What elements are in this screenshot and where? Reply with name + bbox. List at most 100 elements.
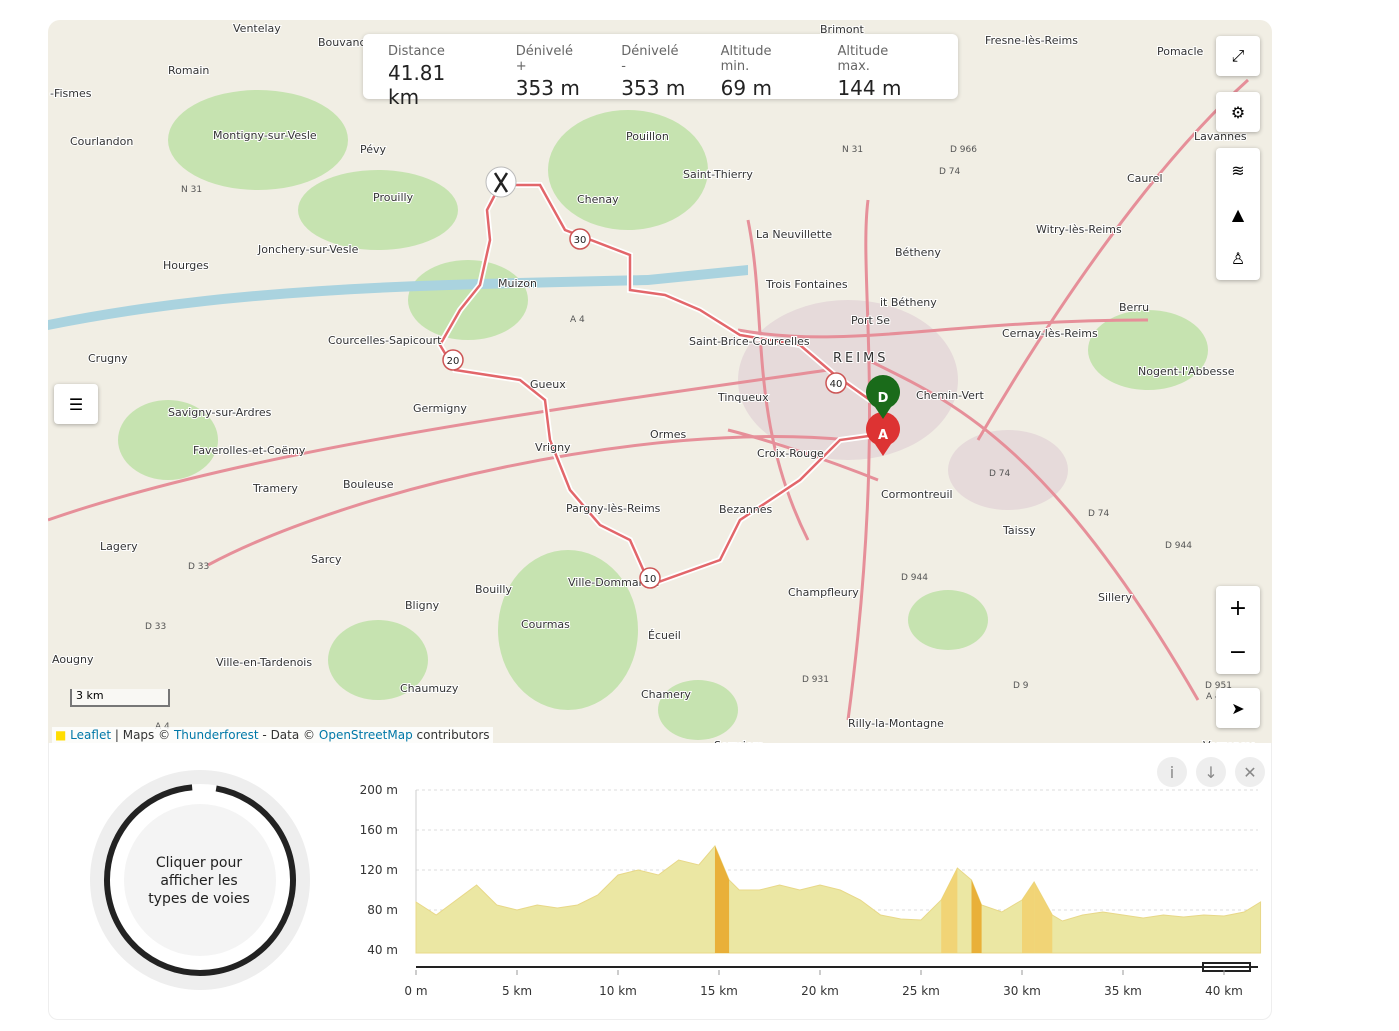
pin-end <box>865 412 900 456</box>
stat-value: 144 m <box>837 76 902 100</box>
km-marker <box>442 349 464 371</box>
km-marker-label: 10 <box>644 574 657 585</box>
attr-text: | Maps © <box>114 728 171 742</box>
road-label: D 74 <box>939 167 961 177</box>
place-label: Ville-Dommange <box>568 576 660 589</box>
stats-box: Distance 41.81 km Dénivelé +353 m Dénivelé … <box>363 34 958 109</box>
attr-link[interactable]: Thunderforest <box>173 728 259 742</box>
close-button[interactable]: ✕ <box>1235 757 1265 787</box>
stat-label: Altitude min. <box>720 44 772 74</box>
place-label: Ormes <box>650 428 686 441</box>
woods <box>118 90 1208 740</box>
place-label: Cernay-lès-Reims <box>1002 327 1098 340</box>
road-label: D 74 <box>989 469 1011 479</box>
place-label: Sillery <box>1098 591 1132 604</box>
zoom-in[interactable]: + <box>1228 595 1248 621</box>
road-label: A 4 <box>570 315 585 325</box>
pin-start-label: D <box>878 391 889 406</box>
place-label: Caurel <box>1127 172 1163 185</box>
place-label: Chaumuzy <box>400 682 459 695</box>
pin-end-label: A <box>878 428 888 443</box>
place-label: Bligny <box>405 599 440 612</box>
km-marker-label: 20 <box>447 356 460 367</box>
place-label: Bouvanc <box>318 36 366 49</box>
km-marker-label: 40 <box>830 379 843 390</box>
place-label: Lagery <box>100 540 138 553</box>
place-label: Croix-Rouge <box>757 447 824 460</box>
layers-button[interactable]: ≋ <box>1231 160 1245 180</box>
place-label: Aougny <box>52 653 94 666</box>
place-label: Prouilly <box>373 191 414 204</box>
place-label: Port Se <box>851 314 890 327</box>
road-label: D 966 <box>950 145 977 155</box>
stat-value: 353 m <box>515 76 580 100</box>
place-label: REIMS <box>833 351 889 366</box>
stat-label: Altitude max. <box>837 44 889 74</box>
road-label: N 31 <box>842 145 863 155</box>
place-label: Chenay <box>577 193 619 206</box>
place-label: Crugny <box>88 352 128 365</box>
km-marker <box>639 567 661 589</box>
info-button[interactable]: i <box>1157 757 1187 787</box>
place-label: Lavannes <box>1194 130 1247 143</box>
attr-text: - Data © <box>262 728 316 742</box>
place-label: Pomacle <box>1157 45 1204 58</box>
pegman-button[interactable]: ♙ <box>1230 248 1246 268</box>
place-label: Verzenay <box>1203 739 1254 743</box>
route <box>438 183 884 587</box>
km-marker <box>825 372 847 394</box>
place-label: Savigny-sur-Ardres <box>168 406 272 419</box>
stat: Dénivelé +353 m <box>515 34 588 100</box>
stat-label: Dénivelé + <box>515 44 573 74</box>
km-marker-label: 30 <box>574 235 587 246</box>
place-label: Muizon <box>498 277 537 290</box>
place-label: Trois Fontaines <box>765 278 848 291</box>
stat: Altitude min. 69 m <box>720 34 804 100</box>
place-label: Taissy <box>1002 524 1036 537</box>
locate-button[interactable]: ➤ <box>1216 688 1260 728</box>
place-label: Hourges <box>163 259 209 272</box>
relief-button[interactable]: ▲ <box>1231 204 1245 224</box>
place-label: Bouleuse <box>343 478 394 491</box>
layers-group[interactable]: ≋ ▲ ♙ <box>1216 148 1260 280</box>
place-label: Montigny-sur-Vesle <box>213 129 317 142</box>
attr-link[interactable]: OpenStreetMap <box>318 728 413 742</box>
attribution: ■ Leaflet | Maps © Thunderforest - Data … <box>52 727 493 743</box>
road-label: D 33 <box>188 562 209 572</box>
road-label: D 9 <box>1013 681 1029 691</box>
place-label: La Neuvillette <box>756 228 832 241</box>
place-label: Chemin-Vert <box>916 389 984 402</box>
stat-value: 41.81 km <box>388 61 446 109</box>
attr-link[interactable]: Leaflet <box>70 728 112 742</box>
place-label: Sermiers <box>714 739 763 743</box>
donut-label[interactable]: Cliquer pour afficher les types de voies <box>148 855 250 907</box>
stat-value: 353 m <box>621 76 686 100</box>
place-label: Saint-Thierry <box>683 168 753 181</box>
road-label: D 74 <box>1088 509 1110 519</box>
place-label: Romain <box>168 64 209 77</box>
zoom-out[interactable]: − <box>1228 639 1248 665</box>
road-label: D 931 <box>802 675 829 685</box>
stat: Dénivelé -353 m <box>621 34 686 100</box>
place-label: Vrigny <box>535 441 571 454</box>
place-label: Witry-lès-Reims <box>1036 223 1122 236</box>
fullscreen-button[interactable]: ⤢ <box>1216 36 1260 76</box>
place-label: Écueil <box>648 629 681 642</box>
stat: Altitude max. 144 m <box>837 34 924 100</box>
road-label: D 944 <box>901 573 928 583</box>
place-label: Ventelay <box>233 22 281 35</box>
download-button[interactable]: ↓ <box>1196 757 1226 787</box>
place-label: Bouilly <box>475 583 512 596</box>
menu-button[interactable]: ☰ <box>54 384 98 424</box>
place-label: Ville-en-Tardenois <box>216 656 312 669</box>
place-label: Bétheny <box>895 246 941 259</box>
place-label: Sarcy <box>311 553 342 566</box>
stat: Distance 41.81 km <box>388 34 482 109</box>
road-label: A 4 <box>1206 692 1221 702</box>
place-label: it Bétheny <box>880 296 937 309</box>
settings-button[interactable]: ⚙ <box>1216 92 1260 132</box>
place-label: Pouillon <box>626 130 669 143</box>
place-label: Nogent-l'Abbesse <box>1138 365 1235 378</box>
map[interactable]: Ventelay Bouvanc Romain -Fismes Courlandon Mo… <box>48 20 1272 743</box>
